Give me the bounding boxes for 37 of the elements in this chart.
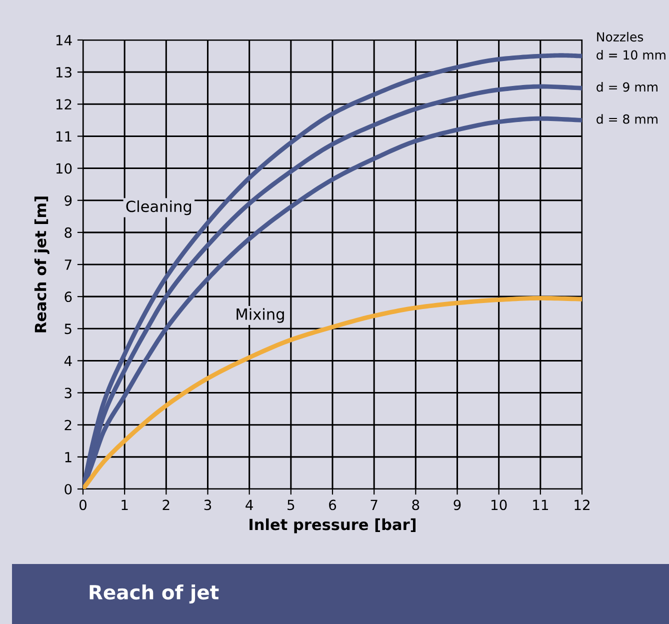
y-tick-label: 6	[64, 292, 72, 302]
y-tick-label: 5	[64, 324, 72, 334]
x-tick-label: 3	[204, 500, 212, 510]
y-tick-label: 14	[56, 35, 72, 46]
x-tick-label: 2	[162, 500, 170, 510]
y-tick-label: 7	[64, 260, 72, 270]
series-label: d = 8 mm	[596, 114, 658, 124]
y-tick-label: 2	[64, 420, 72, 430]
y-axis-title: Reach of jet [m]	[34, 196, 50, 332]
x-tick-label: 5	[288, 500, 294, 510]
y-tick-label: 1	[65, 452, 72, 462]
x-tick-label: 8	[412, 500, 420, 510]
x-tick-label: 9	[454, 500, 461, 510]
x-tick-label: 1	[122, 500, 128, 510]
text: Reach of jet	[90, 584, 219, 604]
series-label: d = 10 mm	[596, 50, 666, 60]
series-label: d = 9 mm	[596, 82, 658, 92]
x-tick-label: 6	[329, 500, 336, 510]
y-tick-label: 4	[64, 356, 72, 366]
y-tick-label: 8	[64, 227, 72, 238]
annotation: Mixing	[236, 308, 284, 323]
y-tick-label: 3	[64, 388, 72, 398]
annotation: Cleaning	[126, 200, 192, 216]
y-tick-label: 9	[64, 195, 72, 206]
text: Nozzles	[597, 32, 644, 42]
x-tick-label: 7	[370, 500, 378, 510]
y-tick-label: 11	[56, 131, 72, 142]
x-tick-label: 12	[574, 500, 590, 510]
x-tick-label: 0	[79, 500, 86, 510]
x-tick-label: 4	[246, 500, 253, 510]
y-tick-label: 12	[56, 99, 72, 110]
y-tick-label: 10	[56, 163, 72, 174]
y-tick-label: 13	[56, 67, 72, 78]
x-axis-title: Inlet pressure [bar]	[250, 518, 416, 534]
x-tick-label: 10	[492, 500, 507, 510]
x-tick-label: 11	[533, 500, 548, 510]
y-tick-label: 0	[64, 484, 72, 494]
